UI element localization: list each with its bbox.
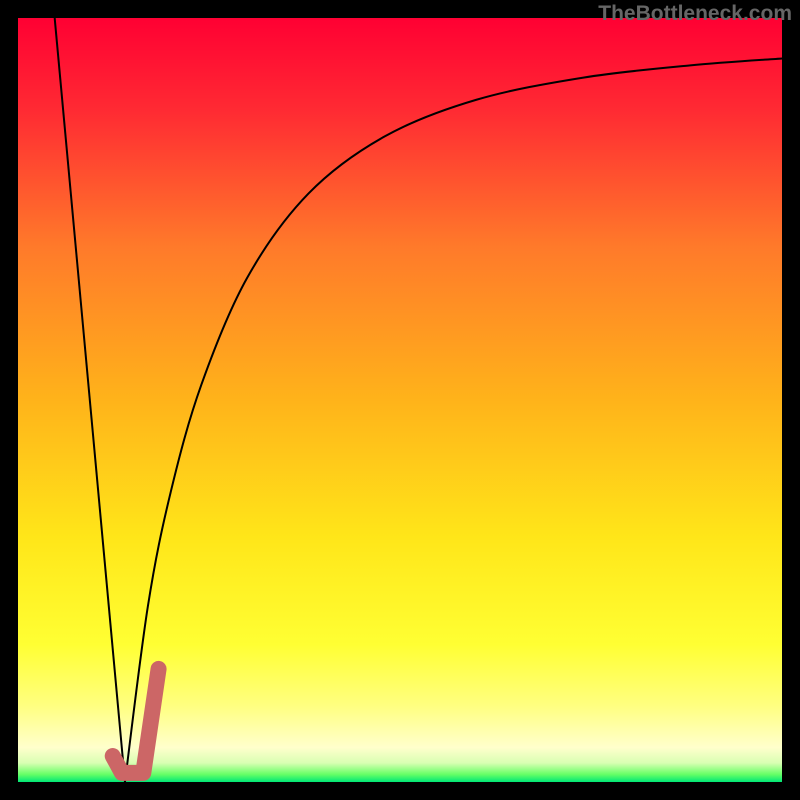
plot-background (18, 18, 782, 782)
bottleneck-chart: TheBottleneck.com (0, 0, 800, 800)
watermark-text: TheBottleneck.com (598, 2, 792, 26)
chart-svg (18, 18, 782, 782)
plot-area (18, 18, 782, 782)
